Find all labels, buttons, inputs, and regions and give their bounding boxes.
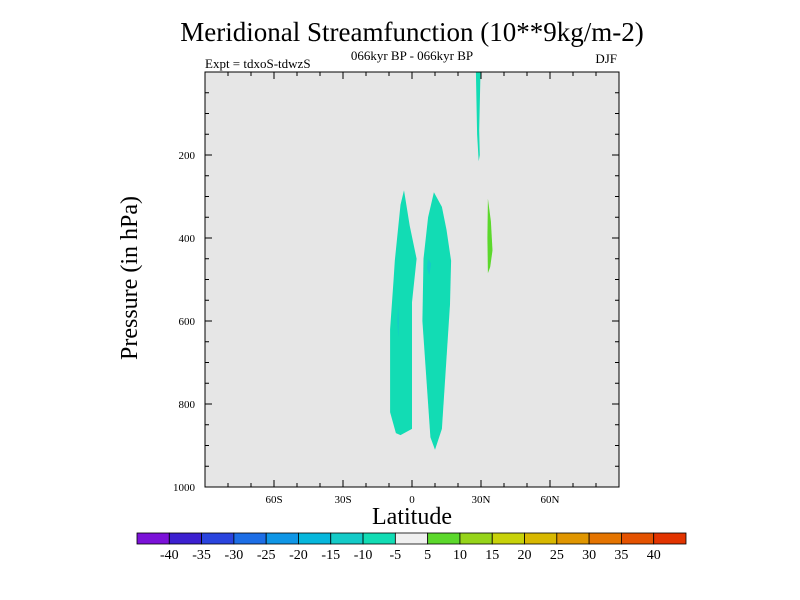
negative-column-upper: [475, 72, 481, 162]
colorbar-label: -25: [257, 548, 276, 563]
colorbar-swatch: [298, 532, 332, 545]
x-axis-label: Latitude: [372, 504, 452, 530]
y-tick-label: 1000: [173, 482, 196, 494]
colorbar-swatch: [459, 532, 493, 545]
inner-spot-southern: [397, 304, 400, 338]
y-tick-label: 200: [179, 150, 196, 162]
plot-area: 60S 30S 0 30N 60N 200 400 600 800 1000: [173, 71, 620, 506]
colorbar-swatch: [621, 532, 655, 545]
colorbar-swatch: [524, 532, 558, 545]
x-tick-label: 0: [409, 494, 415, 506]
season-label: DJF: [595, 51, 617, 66]
colorbar-label: -30: [225, 548, 244, 563]
colorbar-swatch: [265, 532, 299, 545]
colorbar-swatch: [330, 532, 364, 545]
colorbar-swatch: [168, 532, 202, 545]
colorbar-label: 35: [614, 548, 628, 563]
negative-cell-southern: [390, 190, 417, 436]
x-tick-label: 30S: [334, 494, 351, 506]
colorbar-label: -40: [160, 548, 179, 563]
colorbar-label: 15: [485, 548, 499, 563]
x-tick-label: 30N: [472, 494, 491, 506]
colorbar-swatch: [588, 532, 622, 545]
colorbar-label: -10: [354, 548, 373, 563]
x-tick-label: 60N: [541, 494, 560, 506]
colorbar-swatch: [362, 532, 396, 545]
experiment-label: Expt = tdxoS-tdwzS: [205, 56, 311, 71]
colorbar-swatch: [556, 532, 590, 545]
colorbar-label: -20: [289, 548, 308, 563]
colorbar: -40 -35 -30 -25 -20 -15 -10 -5 5 10 15 20 25 30 35 40: [136, 532, 687, 563]
colorbar-swatch: [427, 532, 461, 545]
inner-spot-northern: [426, 258, 432, 276]
chart-title: Meridional Streamfunction (10**9kg/m-2): [180, 17, 643, 47]
y-tick-label: 600: [179, 316, 196, 328]
y-axis-label: Pressure (in hPa): [117, 196, 143, 360]
y-tick-label: 800: [179, 399, 196, 411]
colorbar-swatch: [136, 532, 170, 545]
contour-regions: [390, 72, 493, 450]
negative-cell-northern: [422, 192, 452, 450]
positive-cell: [487, 198, 493, 274]
colorbar-label: 20: [518, 548, 532, 563]
colorbar-label: 25: [550, 548, 564, 563]
colorbar-label: 30: [582, 548, 596, 563]
colorbar-swatch: [233, 532, 267, 545]
colorbar-label: 40: [647, 548, 661, 563]
axis-ticks: 60S 30S 0 30N 60N 200 400 600 800 1000: [173, 72, 619, 506]
colorbar-swatch: [653, 532, 687, 545]
y-tick-label: 400: [179, 233, 196, 245]
x-tick-label: 60S: [265, 494, 282, 506]
colorbar-swatch: [491, 532, 525, 545]
colorbar-label: -35: [192, 548, 211, 563]
colorbar-swatch: [201, 532, 235, 545]
colorbar-label: -15: [321, 548, 340, 563]
colorbar-swatch: [394, 532, 429, 545]
colorbar-label: 5: [424, 548, 431, 563]
chart-subtitle: 066kyr BP - 066kyr BP: [351, 48, 473, 63]
colorbar-label: 10: [453, 548, 467, 563]
colorbar-label: -5: [390, 548, 402, 563]
